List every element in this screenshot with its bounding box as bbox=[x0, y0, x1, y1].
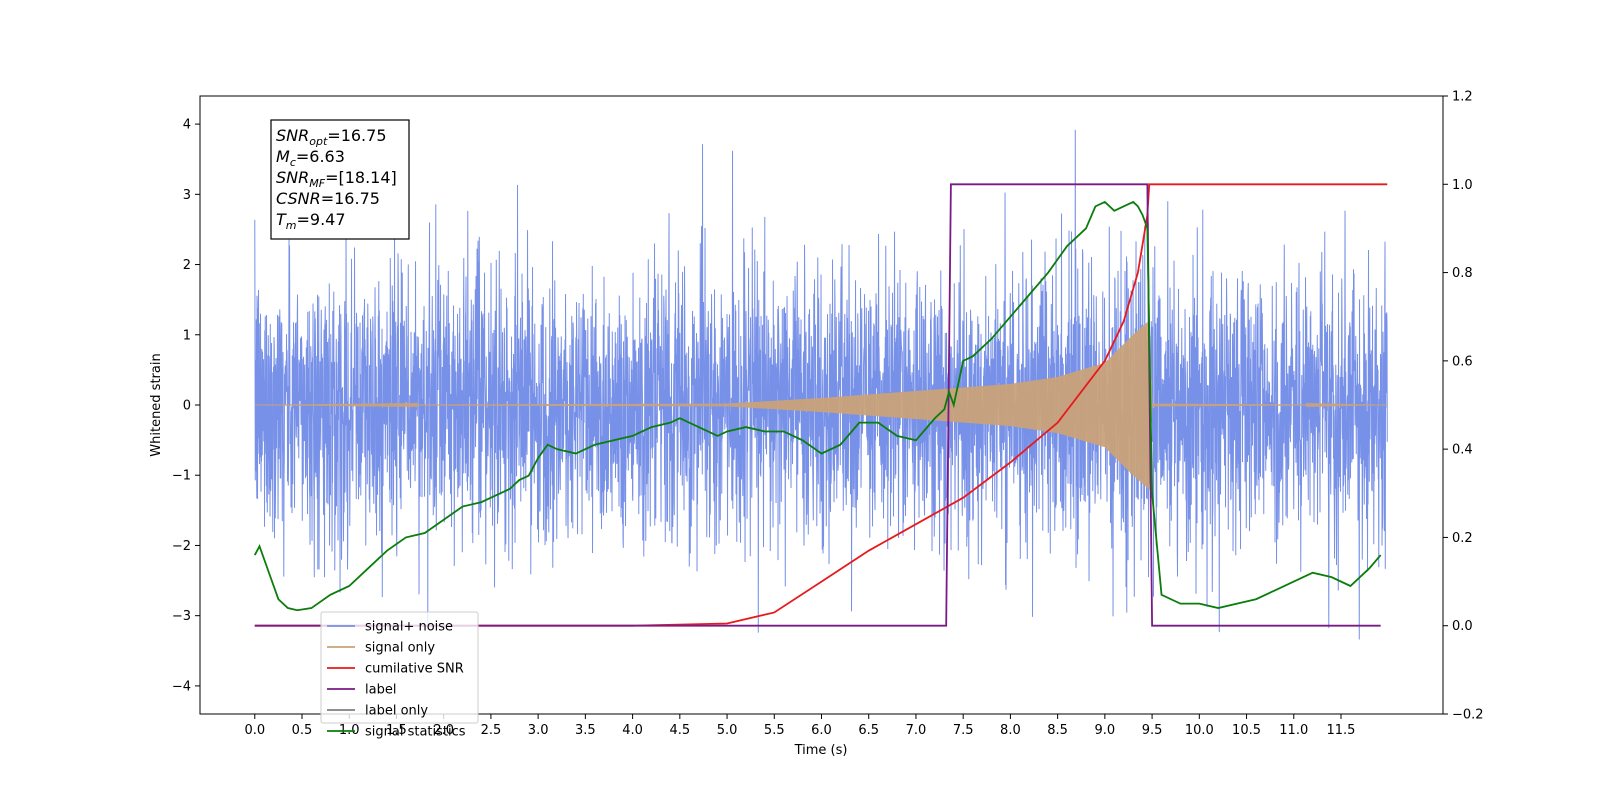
annotation-line: Mc=6.63 bbox=[276, 147, 345, 169]
annotation-line: CSNR=16.75 bbox=[276, 189, 380, 208]
y-tick-label-right: −0.2 bbox=[1452, 708, 1484, 723]
annotation-line: SNRopt=16.75 bbox=[276, 126, 387, 148]
annotation-frame bbox=[270, 119, 410, 240]
y-axis-left: −4 −3 −2 −1 0 1 2 3 4 bbox=[172, 118, 200, 694]
x-tick-label: 2.0 bbox=[433, 723, 454, 738]
x-tick-label: 0.5 bbox=[292, 723, 313, 738]
y-axis-right: −0.2 0.0 0.2 0.4 0.6 0.8 1.0 1.2 bbox=[1443, 90, 1484, 723]
legend-label: cumilative SNR bbox=[365, 662, 464, 677]
x-tick-label: 11.0 bbox=[1279, 723, 1308, 738]
x-tick-label: 0.0 bbox=[244, 723, 265, 738]
annotation-line: Tm=9.47 bbox=[276, 210, 346, 232]
x-axis-label: Time (s) bbox=[794, 743, 848, 758]
x-tick-label: 3.0 bbox=[528, 723, 549, 738]
x-tick-label: 5.0 bbox=[717, 723, 738, 738]
x-tick-label: 9.5 bbox=[1142, 723, 1163, 738]
y-tick-label-left: 0 bbox=[183, 399, 191, 414]
legend-label: signal+ noise bbox=[365, 620, 453, 635]
legend-label: signal only bbox=[365, 641, 435, 656]
x-tick-label: 8.5 bbox=[1047, 723, 1068, 738]
x-tick-label: 10.0 bbox=[1185, 723, 1214, 738]
y-tick-label-right: 1.2 bbox=[1452, 90, 1473, 105]
x-tick-label: 9.0 bbox=[1095, 723, 1116, 738]
legend: signal+ noise signal only cumilative SNR la… bbox=[320, 611, 479, 740]
y-tick-label-right: 1.0 bbox=[1452, 178, 1473, 193]
x-tick-label: 11.5 bbox=[1327, 723, 1356, 738]
y-axis-label: Whitened strain bbox=[149, 353, 164, 456]
y-tick-label-left: −2 bbox=[172, 539, 191, 554]
y-tick-label-right: 0.4 bbox=[1452, 443, 1473, 458]
series-signal-statistics bbox=[253, 200, 1382, 612]
y-tick-label-right: 0.6 bbox=[1452, 354, 1473, 369]
x-tick-label: 10.5 bbox=[1232, 723, 1261, 738]
x-tick-label: 6.0 bbox=[811, 723, 832, 738]
x-tick-label: 8.0 bbox=[1000, 723, 1021, 738]
x-tick-label: 1.5 bbox=[386, 723, 407, 738]
y-tick-label-left: 2 bbox=[183, 258, 191, 273]
legend-label: signal statistics bbox=[365, 725, 466, 740]
series-signal-only bbox=[254, 321, 1388, 490]
signal-only-series bbox=[254, 321, 1388, 490]
legend-label: label bbox=[365, 683, 396, 698]
y-tick-label-left: −4 bbox=[172, 679, 191, 694]
legend-label: label only bbox=[365, 704, 428, 719]
signal-noise-series bbox=[254, 129, 1388, 640]
y-tick-label-right: 0.0 bbox=[1452, 619, 1473, 634]
x-tick-label: 6.5 bbox=[858, 723, 879, 738]
y-tick-label-left: −3 bbox=[172, 609, 191, 624]
line-series-group bbox=[253, 183, 1388, 627]
parameter-annotation-box: SNRopt=16.75Mc=6.63SNRMF=[18.14]CSNR=16.… bbox=[270, 119, 410, 240]
x-tick-label: 4.0 bbox=[622, 723, 643, 738]
x-tick-label: 7.0 bbox=[906, 723, 927, 738]
x-tick-label: 7.5 bbox=[953, 723, 974, 738]
series-cumilative-snr bbox=[254, 183, 1388, 627]
x-tick-label: 5.5 bbox=[764, 723, 785, 738]
y-tick-label-left: 3 bbox=[183, 188, 191, 203]
x-tick-label: 4.5 bbox=[669, 723, 690, 738]
x-axis: 0.0 0.5 1.0 1.5 2.0 2.5 3.0 3.5 4.0 4.5 5.0 5.5 6.0 6… bbox=[244, 714, 1355, 738]
series-signal-noise bbox=[254, 129, 1388, 640]
x-tick-label: 2.5 bbox=[481, 723, 502, 738]
y-tick-label-right: 0.2 bbox=[1452, 531, 1473, 546]
annotation-line: SNRMF=[18.14] bbox=[276, 168, 397, 190]
legend-frame bbox=[320, 611, 479, 724]
y-tick-label-left: 1 bbox=[183, 328, 191, 343]
y-tick-label-left: 4 bbox=[183, 118, 191, 133]
y-tick-label-left: −1 bbox=[172, 469, 191, 484]
x-tick-label: 3.5 bbox=[575, 723, 596, 738]
series-label bbox=[254, 183, 1381, 627]
y-tick-label-right: 0.8 bbox=[1452, 266, 1473, 281]
